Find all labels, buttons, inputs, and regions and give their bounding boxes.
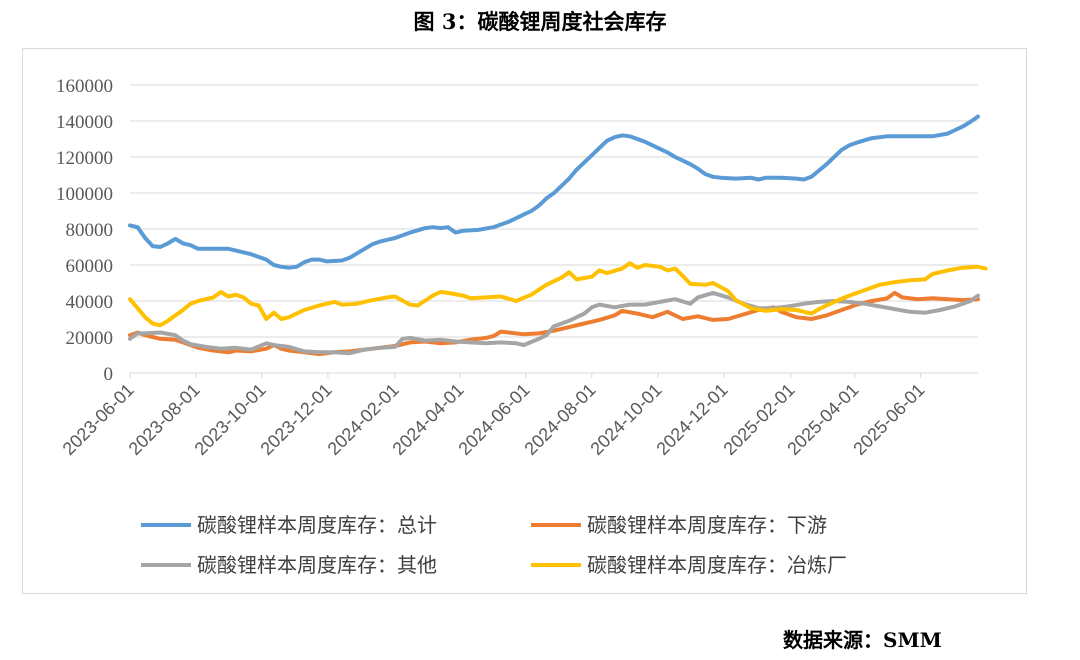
- x-tick-label: 2024-12-01: [652, 380, 731, 459]
- y-tick-label: 140000: [56, 112, 113, 133]
- series-line-1: [128, 114, 980, 270]
- data-source: 数据来源：SMM: [783, 628, 942, 652]
- series-line-3: [128, 290, 980, 356]
- y-tick-label: 160000: [56, 76, 113, 97]
- legend-label: 碳酸锂样本周度库存：下游: [587, 513, 827, 537]
- legend-label: 碳酸锂样本周度库存：冶炼厂: [587, 553, 847, 577]
- legend-label: 碳酸锂样本周度库存：总计: [197, 513, 437, 537]
- y-tick-label: 20000: [66, 328, 114, 349]
- y-tick-label: 120000: [56, 148, 113, 169]
- y-tick-label: 100000: [56, 184, 113, 205]
- x-axis-ticks: 2023-06-012023-08-012023-10-012023-12-01…: [59, 373, 929, 459]
- series-line-2: [128, 290, 980, 357]
- y-axis-ticks: 0 20000 40000 60000 80000 100000 120000 140000 1…: [56, 76, 113, 385]
- y-tick-label: 0: [104, 364, 114, 385]
- gridlines: [130, 84, 978, 338]
- legend-label: 碳酸锂样本周度库存：其他: [197, 553, 437, 577]
- chart-frame: 0 20000 40000 60000 80000 100000 120000 140000 1…: [22, 48, 1027, 594]
- y-tick-label: 80000: [66, 220, 114, 241]
- line-chart: 0 20000 40000 60000 80000 100000 120000 140000 1…: [56, 76, 988, 577]
- x-tick-label: 2023-12-01: [257, 380, 336, 459]
- y-tick-label: 60000: [66, 256, 114, 277]
- series-line-4: [128, 261, 988, 328]
- x-tick-label: 2025-06-01: [849, 380, 928, 459]
- chart-title: 图 3：碳酸锂周度社会库存: [413, 9, 667, 34]
- y-tick-label: 40000: [66, 292, 114, 313]
- series-lines: [128, 114, 988, 357]
